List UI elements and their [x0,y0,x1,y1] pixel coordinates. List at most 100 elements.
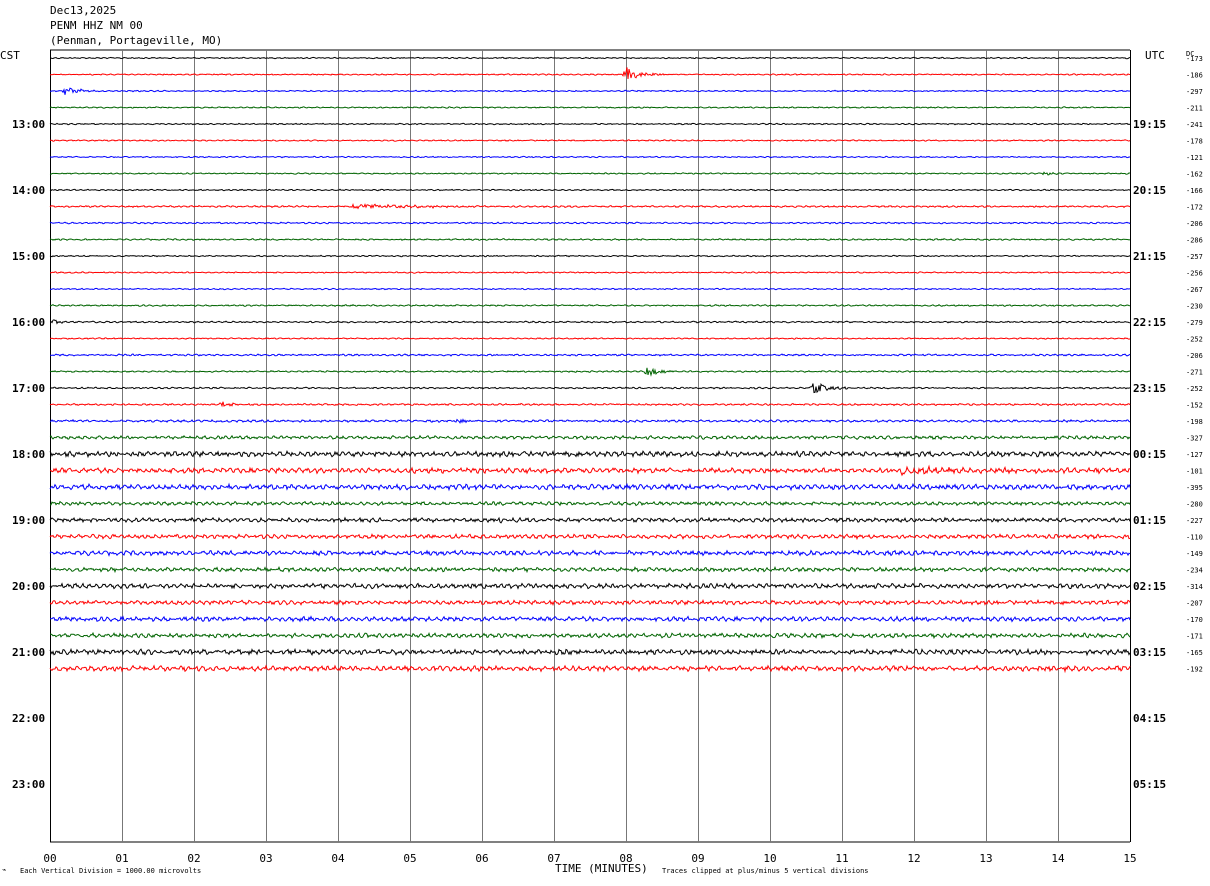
dc-offset-label: -271 [1186,369,1203,377]
seismic-trace [49,139,1131,142]
seismic-trace [49,482,1131,492]
dc-offset-label: -173 [1186,55,1203,63]
x-tick-label: 00 [43,852,56,865]
seismic-trace [49,221,1131,225]
dc-offset-label: -121 [1186,154,1203,162]
dc-offset-label: -252 [1186,336,1203,344]
dc-offset-label: -192 [1186,666,1203,674]
dc-offset-label: -297 [1186,88,1203,96]
seismic-trace [49,319,1131,325]
seismic-trace [49,87,1131,95]
x-tick-label: 10 [763,852,776,865]
dc-offset-label: -234 [1186,567,1203,575]
seismic-trace [49,664,1131,674]
right-hour-label: 21:15 [1133,250,1166,263]
seismic-trace [49,155,1131,159]
seismic-trace [49,171,1131,176]
seismic-trace [49,254,1131,258]
seismic-trace [49,188,1131,192]
dc-offset-label: -227 [1186,517,1203,525]
left-hour-label: 20:00 [12,580,45,593]
seismic-trace [49,647,1131,657]
seismic-trace [49,449,1131,459]
right-hour-label: 04:15 [1133,712,1166,725]
x-tick-label: 02 [187,852,200,865]
seismic-trace [49,353,1131,357]
left-hour-label: 14:00 [12,184,45,197]
dc-offset-label: -280 [1186,501,1203,509]
left-hour-label: 18:00 [12,448,45,461]
dc-offset-label: -286 [1186,237,1203,245]
seismic-trace [49,500,1131,507]
x-tick-label: 12 [907,852,920,865]
seismic-trace [49,516,1131,524]
left-hour-label: 23:00 [12,778,45,791]
seismic-trace [49,203,1131,210]
dc-offset-label: -267 [1186,286,1203,294]
minute-grid [50,49,1131,843]
left-hour-label: 21:00 [12,646,45,659]
seismic-trace [49,304,1131,307]
left-hour-label: 16:00 [12,316,45,329]
dc-offset-label: -101 [1186,468,1203,476]
right-timezone-label: UTC [1145,49,1165,62]
dc-offset-label: -152 [1186,402,1203,410]
seismic-trace [50,631,1131,640]
dc-offset-label: -327 [1186,435,1203,443]
seismic-trace [49,401,1131,408]
x-tick-label: 14 [1051,852,1065,865]
dc-offset-label: -149 [1186,550,1203,558]
dc-offset-label: -186 [1186,72,1203,80]
clipping-note: Traces clipped at plus/minus 5 vertical … [662,867,869,875]
left-hour-label: 22:00 [12,712,45,725]
seismic-trace [49,238,1131,241]
right-hour-label: 19:15 [1133,118,1166,131]
right-hour-label: 05:15 [1133,778,1166,791]
x-tick-label: 06 [475,852,488,865]
dc-offset-labels: -173 -186 -297 -211 -241 -178 -121 -162 -166 -172… [1186,55,1203,674]
vertical-scale-note: Each Vertical Division = 1000.00 microvo… [20,867,202,875]
dc-offset-label: -206 [1186,352,1203,360]
right-hour-label: 02:15 [1133,580,1166,593]
x-tick-label: 07 [547,852,560,865]
dc-offset-label: -166 [1186,187,1203,195]
seismic-trace [49,287,1130,291]
dc-offset-label: -165 [1186,649,1203,657]
x-tick-label: 03 [259,852,272,865]
seismic-trace [49,367,1131,377]
left-hour-label: 13:00 [12,118,45,131]
left-timezone-label: CST [0,49,20,62]
x-tick-label: 11 [835,852,848,865]
right-hour-label: 00:15 [1133,448,1166,461]
dc-offset-label: -279 [1186,319,1203,327]
seismic-trace [49,271,1131,274]
dc-offset-label: -230 [1186,303,1203,311]
dc-offset-label: -178 [1186,138,1203,146]
seismic-trace [49,106,1131,109]
hour-labels: 13:00 14:00 15:00 16:00 17:00 18:00 19:00 20:00… [12,118,1166,791]
station-code: PENM HHZ NM 00 [50,19,143,32]
dc-offset-label: -206 [1186,220,1203,228]
x-axis-title: TIME (MINUTES) [555,862,648,875]
dc-offset-label: -207 [1186,600,1203,608]
seismic-trace [49,582,1131,590]
dc-offset-label: -172 [1186,204,1203,212]
x-tick-label: 05 [403,852,416,865]
seismic-trace [49,67,1131,79]
x-tick-label: 04 [331,852,345,865]
seismic-trace [49,434,1131,441]
dc-offset-label: -170 [1186,616,1203,624]
left-hour-label: 15:00 [12,250,45,263]
right-hour-label: 22:15 [1133,316,1166,329]
seismic-trace [50,56,1131,60]
dc-offset-label: -241 [1186,121,1203,129]
right-hour-label: 01:15 [1133,514,1166,527]
right-hour-label: 23:15 [1133,382,1166,395]
seismic-trace [49,337,1131,340]
x-tick-label: 15 [1123,852,1136,865]
seismic-trace [49,464,1131,477]
left-hour-label: 17:00 [12,382,45,395]
dc-offset-label: -110 [1186,534,1203,542]
seismic-trace [49,533,1131,541]
dc-offset-label: -395 [1186,484,1203,492]
